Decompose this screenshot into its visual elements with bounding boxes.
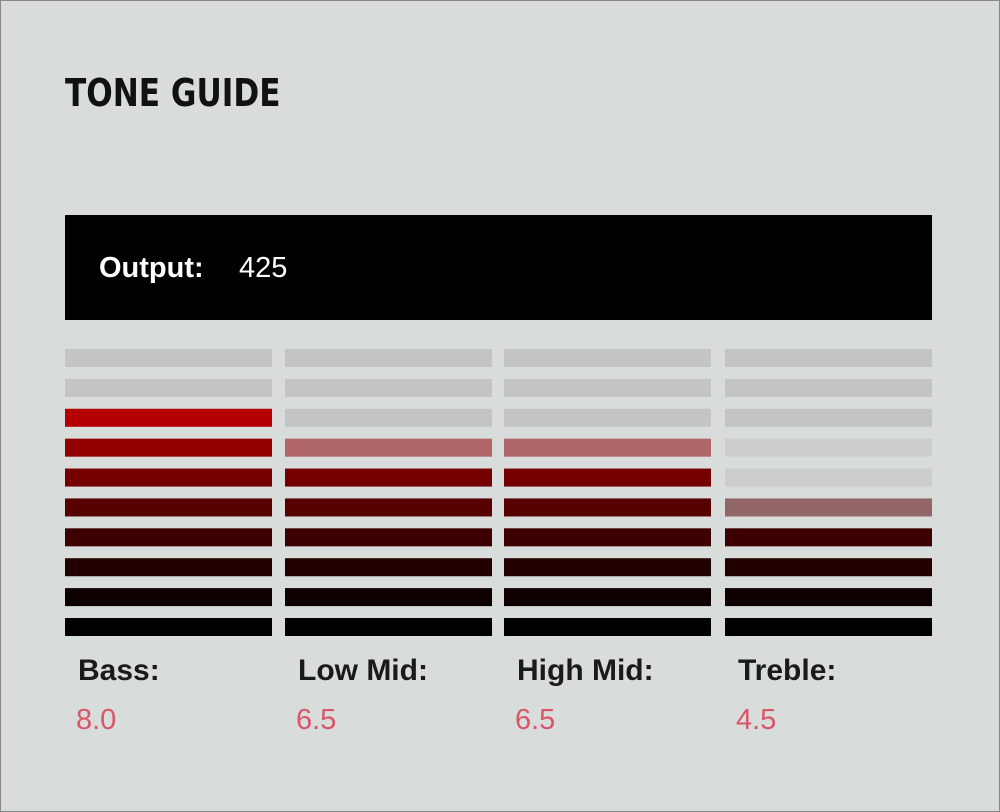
band-label: High Mid: xyxy=(517,654,654,687)
meter-segment xyxy=(504,468,711,487)
meters: Bass: 8.0 Low Mid: 6.5 High Mid: 6.5 Treble: 4.… xyxy=(65,349,932,736)
meter-slot xyxy=(285,349,492,367)
meter-slot xyxy=(504,408,711,427)
meter-slot xyxy=(725,468,932,487)
meter-segment xyxy=(504,528,711,547)
meter-segment xyxy=(725,498,932,517)
meter-slot xyxy=(285,378,492,397)
meter-segment xyxy=(285,558,492,577)
meter-segment xyxy=(65,408,272,427)
output-label: Output: xyxy=(99,252,204,284)
meter-segment xyxy=(65,618,272,636)
band-label: Low Mid: xyxy=(298,654,428,687)
meter-segment xyxy=(65,468,272,487)
meter-slot xyxy=(65,349,272,367)
meter-segment xyxy=(504,618,711,636)
meter-segment xyxy=(725,588,932,607)
meter-segment xyxy=(285,438,492,457)
meter-slot xyxy=(725,349,932,367)
meter-segment xyxy=(65,498,272,517)
meter-segment xyxy=(65,588,272,607)
meter-slot xyxy=(285,408,492,427)
meter-slot xyxy=(725,438,932,457)
meter-segment xyxy=(504,498,711,517)
meter-segment xyxy=(725,618,932,636)
meter-segment xyxy=(504,438,711,457)
meter-segment xyxy=(285,528,492,547)
band-value: 4.5 xyxy=(736,704,776,736)
meter-slot xyxy=(65,378,272,397)
meter-segment xyxy=(285,498,492,517)
meter-slot xyxy=(725,408,932,427)
meter-segment xyxy=(504,558,711,577)
meter-segment xyxy=(65,558,272,577)
band-label: Treble: xyxy=(738,654,836,687)
meter-segment xyxy=(725,558,932,577)
meter-slot xyxy=(725,378,932,397)
band-value: 8.0 xyxy=(76,704,116,736)
meter-segment xyxy=(504,588,711,607)
band-label: Bass: xyxy=(78,654,160,687)
meter-segment xyxy=(65,438,272,457)
output-value: 425 xyxy=(239,252,287,284)
meter-segment xyxy=(285,468,492,487)
band-value: 6.5 xyxy=(296,704,336,736)
meter-segment xyxy=(725,528,932,547)
title: TONE GUIDE xyxy=(65,72,280,116)
meter-slot xyxy=(504,378,711,397)
output-box xyxy=(65,215,932,320)
meter-segment xyxy=(65,528,272,547)
meter-segment xyxy=(285,588,492,607)
meter-slot xyxy=(504,349,711,367)
band-value: 6.5 xyxy=(515,704,555,736)
meter-segment xyxy=(285,618,492,636)
